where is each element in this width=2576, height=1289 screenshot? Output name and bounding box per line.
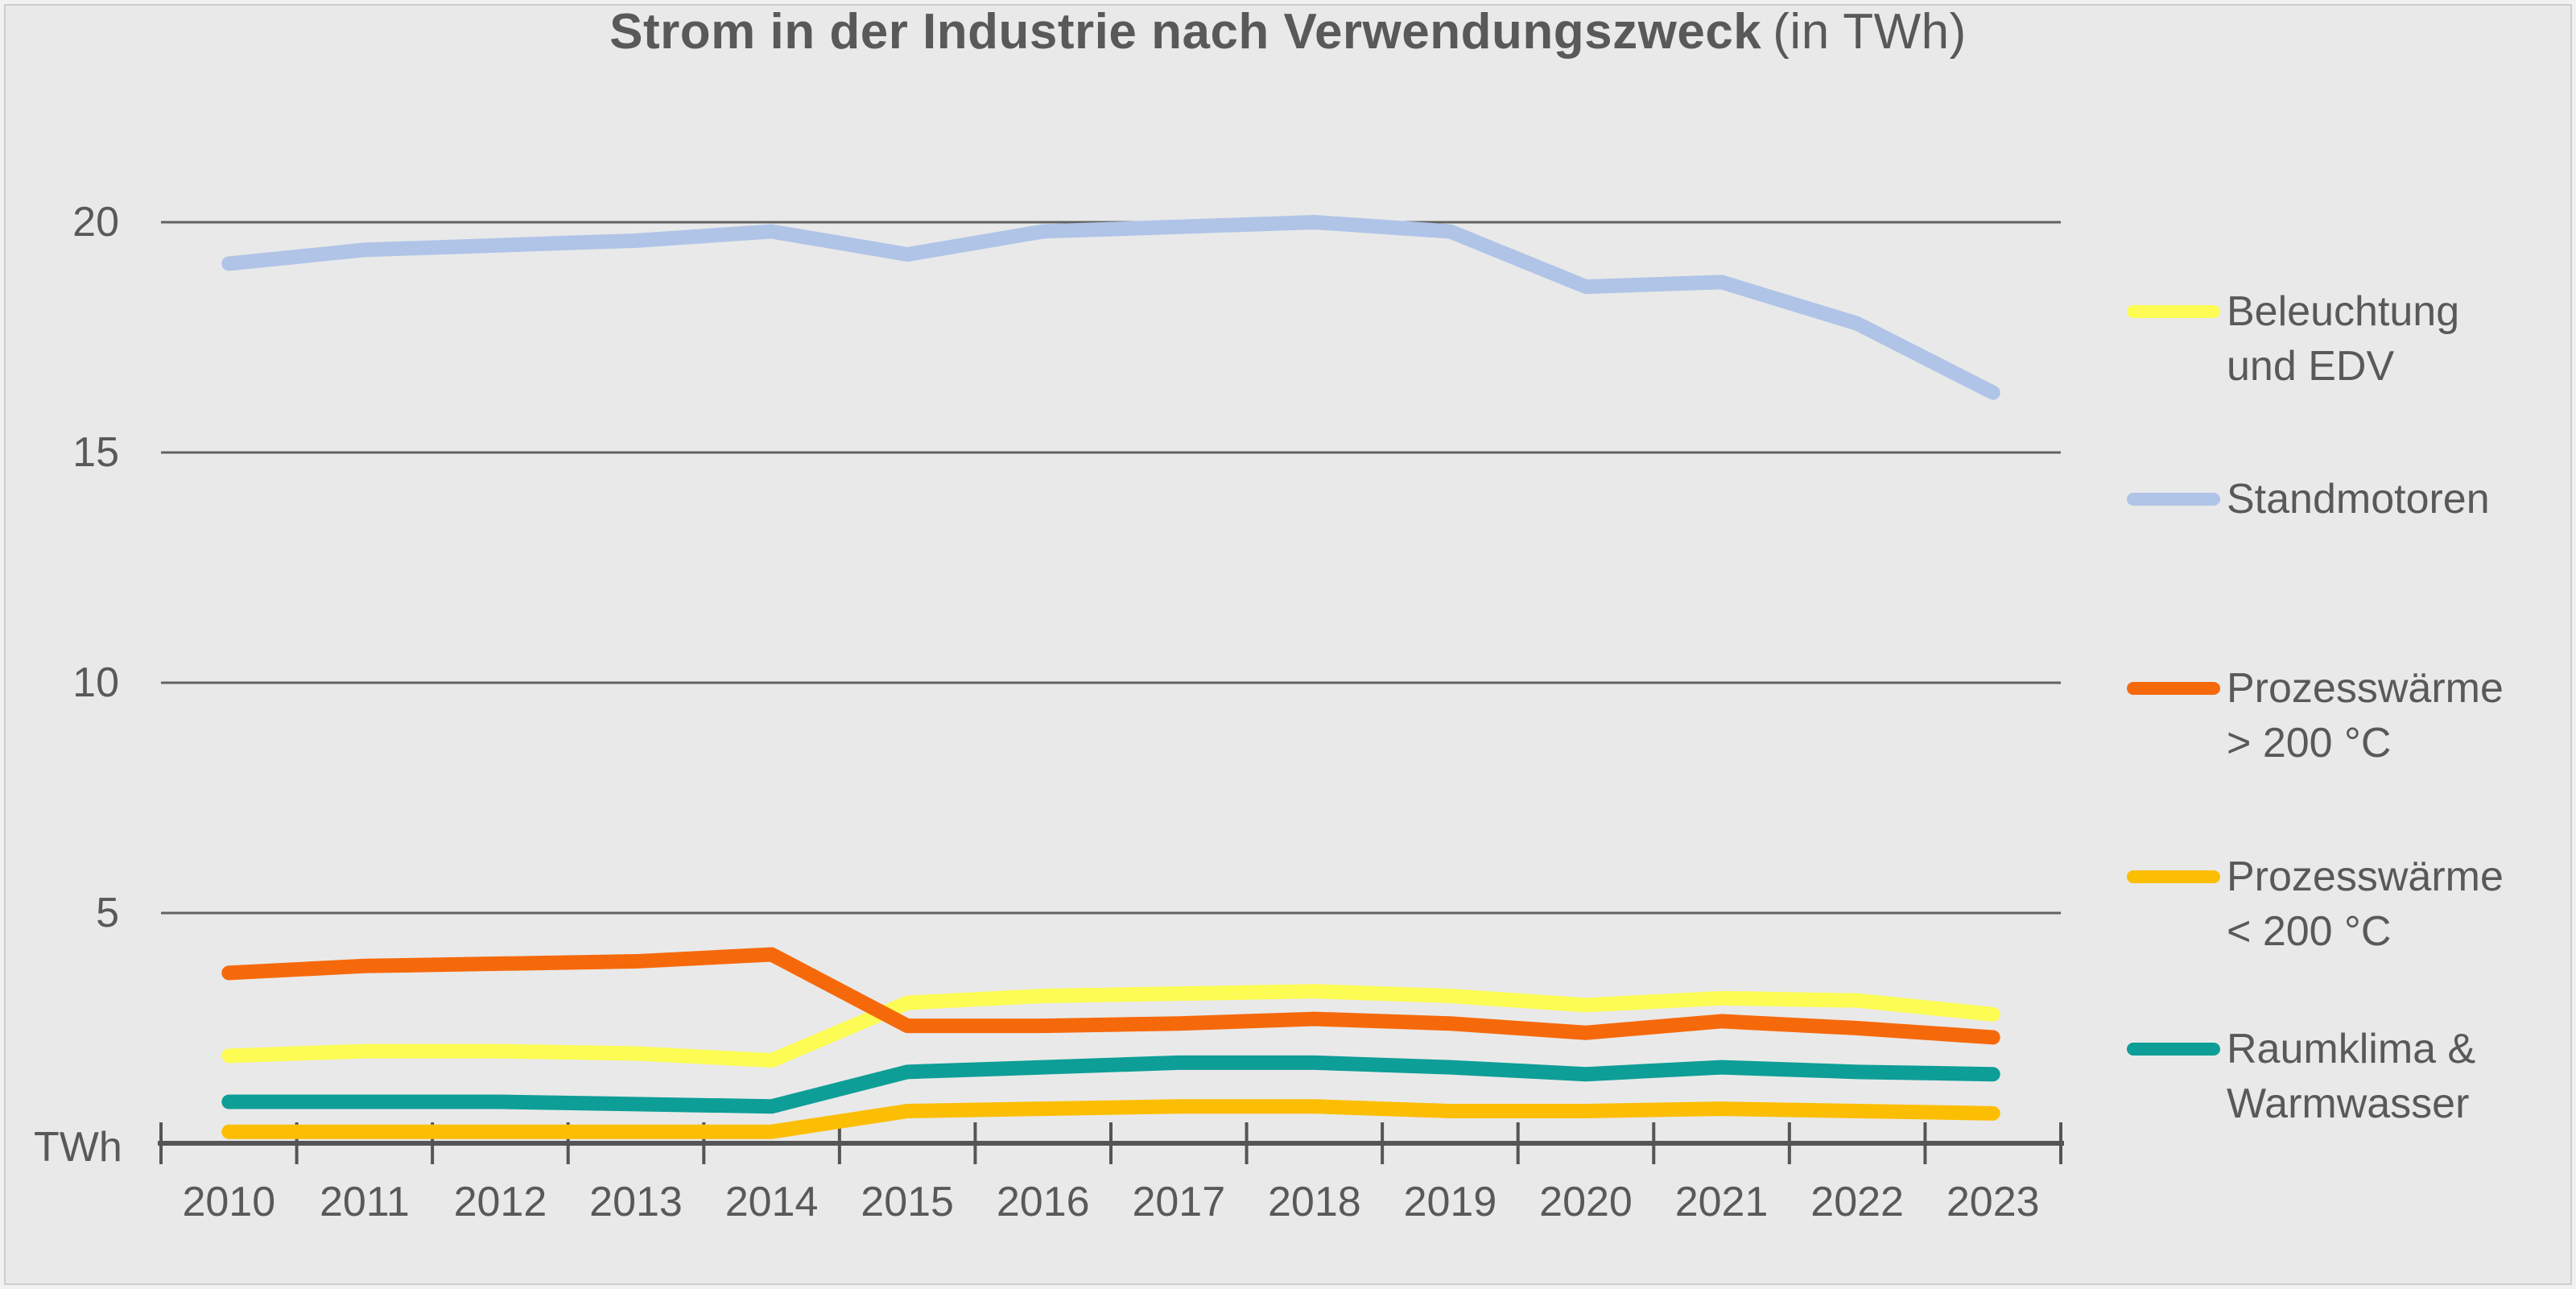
legend-label-line: Prozesswärme [2227,665,2504,712]
legend-label: Beleuchtung und EDV [2227,284,2459,394]
x-axis-tick-label: 2011 [320,1179,410,1225]
y-axis-tick-label: 20 [72,199,119,246]
x-axis-tick-label: 2023 [1946,1179,2040,1225]
legend-label: Prozesswärme < 200 °C [2227,849,2504,959]
chart-title-main: Strom in der Industrie nach Verwendungsz… [609,4,1762,60]
x-axis-tick-label: 2014 [725,1179,819,1225]
series-line-4 [221,1055,2000,1114]
legend-label: Raumklima & Warmwasser [2227,1022,2475,1131]
x-axis-tick-label: 2021 [1675,1179,1769,1225]
legend-swatch-standmotoren [2127,493,2220,506]
y-axis-unit-label: TWh [34,1124,122,1171]
series-line-0 [221,984,2000,1068]
series-line-2 [221,947,2000,1045]
legend-swatch-prozesswaerme-ueber-200 [2127,682,2220,695]
legend-label-line: Warmwasser [2227,1080,2470,1127]
legend-label-line: Standmotoren [2227,476,2490,523]
x-axis-tick-label: 2017 [1132,1179,1225,1225]
x-axis-tick-label: 2012 [454,1179,547,1225]
legend-label: Standmotoren [2227,472,2490,527]
legend-swatch-beleuchtung-und-edv [2127,305,2220,318]
x-axis-tick-label: 2010 [182,1179,275,1225]
chart-title: Strom in der Industrie nach Verwendungsz… [0,0,2576,64]
legend-swatch-prozesswaerme-unter-200 [2127,870,2220,883]
y-axis-tick-label: 10 [72,659,119,706]
legend-label-line: und EDV [2227,343,2395,390]
x-axis-tick-label: 2015 [861,1179,954,1225]
legend-label-line: > 200 °C [2227,720,2392,766]
x-axis-tick-label: 2016 [997,1179,1090,1225]
x-axis-tick-label: 2019 [1404,1179,1497,1225]
y-axis-tick-label: 5 [96,890,119,936]
legend-swatch-raumklima-warmwasser [2127,1043,2220,1056]
x-axis-tick-label: 2020 [1539,1179,1633,1225]
legend-entry-standmotoren: Standmotoren [2127,472,2490,527]
series-line-1 [221,215,2000,400]
legend-entry-prozesswaerme-unter-200: Prozesswärme < 200 °C [2127,849,2504,959]
legend-label-line: Beleuchtung [2227,288,2460,335]
x-axis-tick-label: 2022 [1810,1179,1904,1225]
legend-entry-beleuchtung-und-edv: Beleuchtung und EDV [2127,284,2459,394]
legend-entry-prozesswaerme-ueber-200: Prozesswärme > 200 °C [2127,661,2504,771]
legend-label-line: < 200 °C [2227,908,2392,955]
legend-label-line: Prozesswärme [2227,853,2504,900]
legend-label-line: Raumklima & [2227,1026,2476,1072]
y-axis-tick-label: 15 [72,429,119,476]
legend-entry-raumklima-warmwasser: Raumklima & Warmwasser [2127,1022,2475,1131]
legend-label: Prozesswärme > 200 °C [2227,661,2504,771]
series-line-3 [221,1099,2000,1139]
x-axis-tick-label: 2018 [1268,1179,1361,1225]
x-axis-tick-label: 2013 [589,1179,683,1225]
chart-title-unit: (in TWh) [1773,4,1967,60]
